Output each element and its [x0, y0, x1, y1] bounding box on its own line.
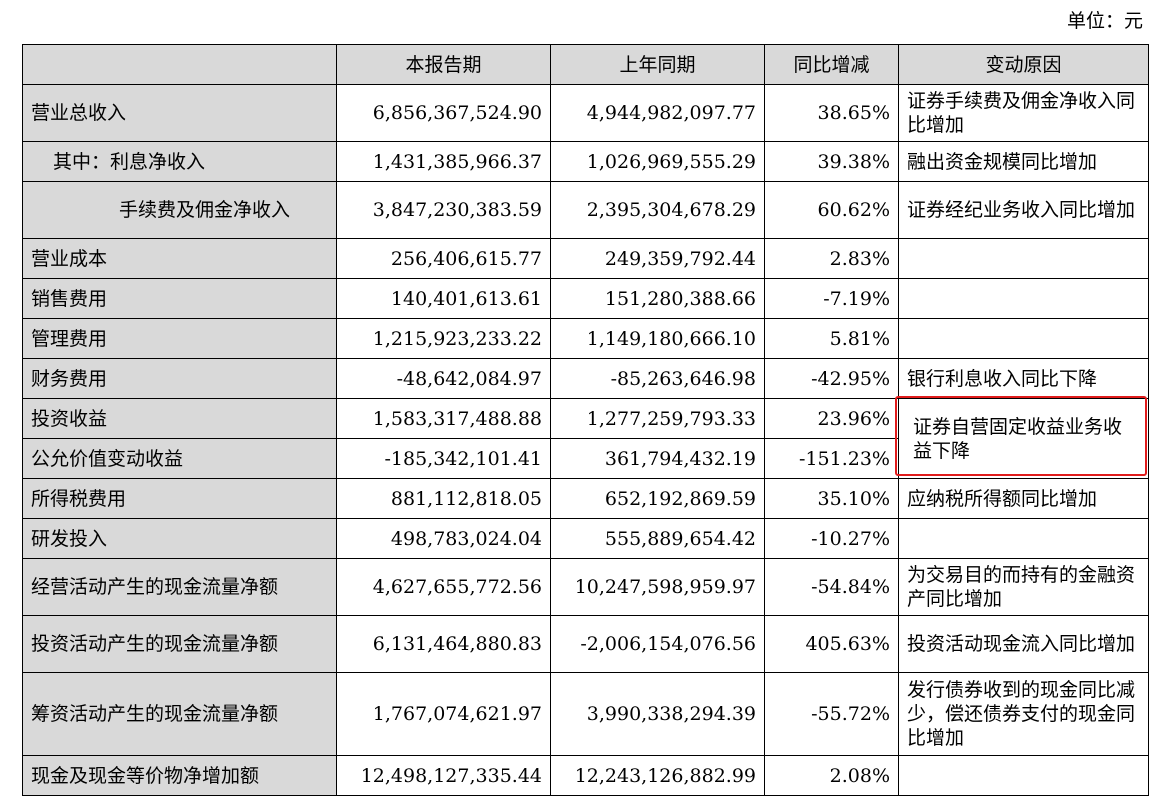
yoy-change: -54.84% [764, 558, 899, 616]
prior-value: 2,395,304,678.29 [550, 181, 765, 239]
yoy-change: 2.08% [764, 755, 899, 796]
unit-label: 单位：元 [1066, 10, 1143, 32]
yoy-change: -42.95% [764, 358, 899, 399]
header-current-period: 本报告期 [336, 44, 551, 85]
financial-table: 本报告期 上年同期 同比增减 变动原因 营业总收入 6,856,367,524.… [22, 44, 1149, 796]
current-value: 256,406,615.77 [336, 238, 551, 279]
yoy-change: 39.38% [764, 141, 899, 182]
yoy-change: -10.27% [764, 518, 899, 559]
row-item: 公允价值变动收益 [22, 438, 337, 479]
yoy-change: 23.96% [764, 398, 899, 439]
row-item: 营业总收入 [22, 84, 337, 142]
current-value: 881,112,818.05 [336, 478, 551, 519]
yoy-change: 38.65% [764, 84, 899, 142]
current-value: 12,498,127,335.44 [336, 755, 551, 796]
table-row: 投资活动产生的现金流量净额 6,131,464,880.83 -2,006,15… [22, 615, 1149, 673]
yoy-change: 35.10% [764, 478, 899, 519]
prior-value: 652,192,869.59 [550, 478, 765, 519]
row-item: 财务费用 [22, 358, 337, 399]
header-yoy-change: 同比增减 [764, 44, 899, 85]
current-value: 1,431,385,966.37 [336, 141, 551, 182]
current-value: -48,642,084.97 [336, 358, 551, 399]
table-row: 现金及现金等价物净增加额 12,498,127,335.44 12,243,12… [22, 755, 1149, 796]
prior-value: 12,243,126,882.99 [550, 755, 765, 796]
row-item: 研发投入 [22, 518, 337, 559]
row-item: 管理费用 [22, 318, 337, 359]
change-reason: 证券手续费及佣金净收入同比增加 [898, 84, 1149, 142]
yoy-change: 60.62% [764, 181, 899, 239]
table-row: 经营活动产生的现金流量净额 4,627,655,772.56 10,247,59… [22, 558, 1149, 616]
prior-value: 1,277,259,793.33 [550, 398, 765, 439]
table-row: 筹资活动产生的现金流量净额 1,767,074,621.97 3,990,338… [22, 672, 1149, 756]
row-item: 其中：利息净收入 [22, 141, 337, 182]
change-reason: 投资活动现金流入同比增加 [898, 615, 1149, 673]
change-reason: 发行债券收到的现金同比减少，偿还债券支付的现金同比增加 [898, 672, 1149, 756]
prior-value: 151,280,388.66 [550, 278, 765, 319]
row-item: 经营活动产生的现金流量净额 [22, 558, 337, 616]
yoy-change: 2.83% [764, 238, 899, 279]
current-value: 140,401,613.61 [336, 278, 551, 319]
current-value: 6,856,367,524.90 [336, 84, 551, 142]
row-item: 销售费用 [22, 278, 337, 319]
header-row: 本报告期 上年同期 同比增减 变动原因 [22, 44, 1149, 85]
current-value: 1,583,317,488.88 [336, 398, 551, 439]
table-row: 销售费用 140,401,613.61 151,280,388.66 -7.19… [22, 278, 1149, 319]
table-row: 研发投入 498,783,024.04 555,889,654.42 -10.2… [22, 518, 1149, 559]
table-row: 管理费用 1,215,923,233.22 1,149,180,666.10 5… [22, 318, 1149, 359]
table-row: 财务费用 -48,642,084.97 -85,263,646.98 -42.9… [22, 358, 1149, 399]
change-reason: 应纳税所得额同比增加 [898, 478, 1149, 519]
row-item: 所得税费用 [22, 478, 337, 519]
prior-value: 1,149,180,666.10 [550, 318, 765, 359]
change-reason [898, 755, 1149, 796]
prior-value: 361,794,432.19 [550, 438, 765, 479]
yoy-change: 5.81% [764, 318, 899, 359]
current-value: 1,215,923,233.22 [336, 318, 551, 359]
change-reason [898, 318, 1149, 359]
change-reason [898, 238, 1149, 279]
yoy-change: -151.23% [764, 438, 899, 479]
current-value: 1,767,074,621.97 [336, 672, 551, 756]
highlight-box [895, 396, 1147, 476]
yoy-change: 405.63% [764, 615, 899, 673]
current-value: -185,342,101.41 [336, 438, 551, 479]
table-row: 手续费及佣金净收入 3,847,230,383.59 2,395,304,678… [22, 181, 1149, 239]
prior-value: 3,990,338,294.39 [550, 672, 765, 756]
header-prior-period: 上年同期 [550, 44, 765, 85]
row-item: 现金及现金等价物净增加额 [22, 755, 337, 796]
row-item: 筹资活动产生的现金流量净额 [22, 672, 337, 756]
row-item: 投资活动产生的现金流量净额 [22, 615, 337, 673]
prior-value: 10,247,598,959.97 [550, 558, 765, 616]
yoy-change: -7.19% [764, 278, 899, 319]
change-reason: 融出资金规模同比增加 [898, 141, 1149, 182]
prior-value: -85,263,646.98 [550, 358, 765, 399]
table-row: 其中：利息净收入 1,431,385,966.37 1,026,969,555.… [22, 141, 1149, 182]
current-value: 3,847,230,383.59 [336, 181, 551, 239]
row-item: 营业成本 [22, 238, 337, 279]
change-reason: 为交易目的而持有的金融资产同比增加 [898, 558, 1149, 616]
yoy-change: -55.72% [764, 672, 899, 756]
prior-value: -2,006,154,076.56 [550, 615, 765, 673]
prior-value: 4,944,982,097.77 [550, 84, 765, 142]
table-row: 所得税费用 881,112,818.05 652,192,869.59 35.1… [22, 478, 1149, 519]
current-value: 4,627,655,772.56 [336, 558, 551, 616]
current-value: 498,783,024.04 [336, 518, 551, 559]
change-reason: 证券经纪业务收入同比增加 [898, 181, 1149, 239]
prior-value: 555,889,654.42 [550, 518, 765, 559]
prior-value: 249,359,792.44 [550, 238, 765, 279]
change-reason [898, 278, 1149, 319]
table-row: 公允价值变动收益 -185,342,101.41 361,794,432.19 … [22, 438, 1149, 479]
row-item: 投资收益 [22, 398, 337, 439]
table-row: 营业总收入 6,856,367,524.90 4,944,982,097.77 … [22, 84, 1149, 142]
header-item [22, 44, 337, 85]
change-reason [898, 518, 1149, 559]
table-row: 营业成本 256,406,615.77 249,359,792.44 2.83% [22, 238, 1149, 279]
header-change-reason: 变动原因 [898, 44, 1149, 85]
change-reason: 证券自营固定收益业务收益下降 [898, 398, 1149, 479]
row-item: 手续费及佣金净收入 [22, 181, 337, 239]
prior-value: 1,026,969,555.29 [550, 141, 765, 182]
change-reason: 银行利息收入同比下降 [898, 358, 1149, 399]
current-value: 6,131,464,880.83 [336, 615, 551, 673]
